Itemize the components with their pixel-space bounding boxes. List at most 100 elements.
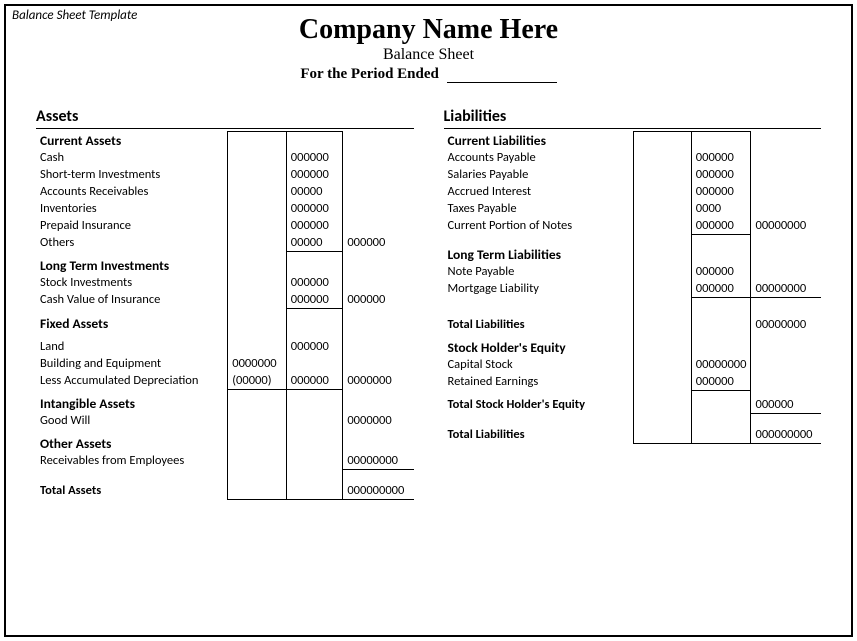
row-label: Good Will (36, 412, 228, 429)
row-value: 000000 (286, 274, 343, 291)
table-row: Receivables from Employees 00000000 (36, 452, 414, 470)
row-value: 000000 (691, 373, 751, 391)
row-value: 000000 (286, 291, 343, 309)
liabilities-table: Current Liabilities Accounts Payable 0000… (444, 131, 822, 444)
row-label: Salaries Payable (444, 166, 634, 183)
table-row: Stock Investments 000000 (36, 274, 414, 291)
table-row: Land000000 (36, 338, 414, 355)
row-sum: 000000 (343, 234, 414, 252)
row-label: Accounts Receivables (36, 183, 228, 200)
table-row: Total Assets 000000000 (36, 482, 414, 500)
table-row: Current Portion of Notes 00000000000000 (444, 217, 822, 235)
assets-column: Assets Current Assets Cash 000000 Short-t… (36, 107, 414, 500)
table-row: Building and Equipment0000000 (36, 355, 414, 372)
table-row: Good Will 0000000 (36, 412, 414, 429)
total-equity-value: 000000 (751, 396, 821, 414)
assets-table: Current Assets Cash 000000 Short-term Inv… (36, 131, 414, 500)
table-row: Short-term Investments 000000 (36, 166, 414, 183)
row-sum: 00000000 (751, 217, 821, 235)
table-row: Accounts Receivables00000 (36, 183, 414, 200)
columns: Assets Current Assets Cash 000000 Short-t… (6, 83, 851, 500)
table-row: Mortgage Liability 00000000000000 (444, 280, 822, 298)
row-value: 000000 (691, 263, 751, 280)
row-value: 000000 (286, 338, 343, 355)
row-label: Capital Stock (444, 356, 634, 373)
table-row: Capital Stock00000000 (444, 356, 822, 373)
table-row: Current Liabilities (444, 132, 822, 149)
row-value: 000000 (691, 280, 751, 298)
table-row: Cash 000000 (36, 149, 414, 166)
total-assets-label: Total Assets (36, 482, 228, 500)
row-label: Inventories (36, 200, 228, 217)
table-row: Intangible Assets (36, 395, 414, 412)
long-term-liab-heading: Long Term Liabilities (444, 246, 634, 263)
row-value: 00000 (286, 234, 343, 252)
row-label: Cash (36, 149, 228, 166)
liabilities-column: Liabilities Current Liabilities Accounts… (444, 107, 822, 500)
row-label: Others (36, 234, 228, 252)
row-label: Mortgage Liability (444, 280, 634, 298)
table-row: Less Accumulated Depreciation(00000)0000… (36, 372, 414, 390)
liabilities-title: Liabilities (444, 107, 822, 129)
table-row: Note Payable 000000 (444, 263, 822, 280)
current-liab-heading: Current Liabilities (444, 132, 634, 149)
row-value: 000000 (286, 372, 343, 390)
intangible-heading: Intangible Assets (36, 395, 228, 412)
row-value: 000000 (286, 149, 343, 166)
balance-sheet-page: Balance Sheet Template Company Name Here… (4, 4, 853, 637)
table-row: Fixed Assets (36, 315, 414, 332)
row-label: Taxes Payable (444, 200, 634, 217)
table-row: Total Liabilities00000000 (444, 316, 822, 333)
row-label: Accounts Payable (444, 149, 634, 166)
table-row: Retained Earnings 000000 (444, 373, 822, 391)
row-sum: 0000000 (343, 372, 414, 390)
row-value: (00000) (228, 372, 287, 390)
row-value: 0000 (691, 200, 751, 217)
row-label: Cash Value of Insurance (36, 291, 228, 309)
row-sum: 0000000 (343, 412, 414, 429)
row-label: Retained Earnings (444, 373, 634, 391)
row-label: Current Portion of Notes (444, 217, 634, 235)
table-row: Long Term Investments (36, 257, 414, 274)
row-label: Receivables from Employees (36, 452, 228, 470)
period-line: For the Period Ended (6, 66, 851, 83)
table-row: Accounts Payable 000000 (444, 149, 822, 166)
row-label: Stock Investments (36, 274, 228, 291)
table-row: Current Assets (36, 132, 414, 149)
table-row: Accrued Interest 000000 (444, 183, 822, 200)
row-value: 000000 (691, 183, 751, 200)
row-label: Building and Equipment (36, 355, 228, 372)
table-row: Cash Value of Insurance000000000000 (36, 291, 414, 309)
total-assets-value: 000000000 (343, 482, 414, 500)
total-liabilities-value: 000000000 (751, 426, 821, 444)
fixed-assets-heading: Fixed Assets (36, 315, 228, 332)
table-row: Other Assets (36, 435, 414, 452)
row-label: Short-term Investments (36, 166, 228, 183)
table-row: Inventories000000 (36, 200, 414, 217)
template-label: Balance Sheet Template (12, 8, 137, 23)
equity-heading: Stock Holder's Equity (444, 339, 634, 356)
row-value: 000000 (691, 217, 751, 235)
row-value: 000000 (286, 166, 343, 183)
sheet-title: Balance Sheet (6, 46, 851, 64)
current-assets-heading: Current Assets (36, 132, 228, 149)
row-label: Prepaid Insurance (36, 217, 228, 234)
assets-title: Assets (36, 107, 414, 129)
table-row: Stock Holder's Equity (444, 339, 822, 356)
table-row: Total Stock Holder's Equity 000000 (444, 396, 822, 414)
row-sum: 00000000 (343, 452, 414, 470)
row-value: 000000 (691, 166, 751, 183)
table-row: Prepaid Insurance000000 (36, 217, 414, 234)
row-label: Less Accumulated Depreciation (36, 372, 228, 390)
long-term-inv-heading: Long Term Investments (36, 257, 228, 274)
row-label: Accrued Interest (444, 183, 634, 200)
table-row: Salaries Payable 000000 (444, 166, 822, 183)
row-sum: 00000000 (751, 280, 821, 298)
total-liab-value: 00000000 (751, 316, 821, 333)
other-assets-heading: Other Assets (36, 435, 228, 452)
row-value: 0000000 (228, 355, 287, 372)
total-equity-label: Total Stock Holder's Equity (444, 396, 634, 414)
table-row: Others 00000000000 (36, 234, 414, 252)
row-value: 000000 (691, 149, 751, 166)
row-label: Note Payable (444, 263, 634, 280)
